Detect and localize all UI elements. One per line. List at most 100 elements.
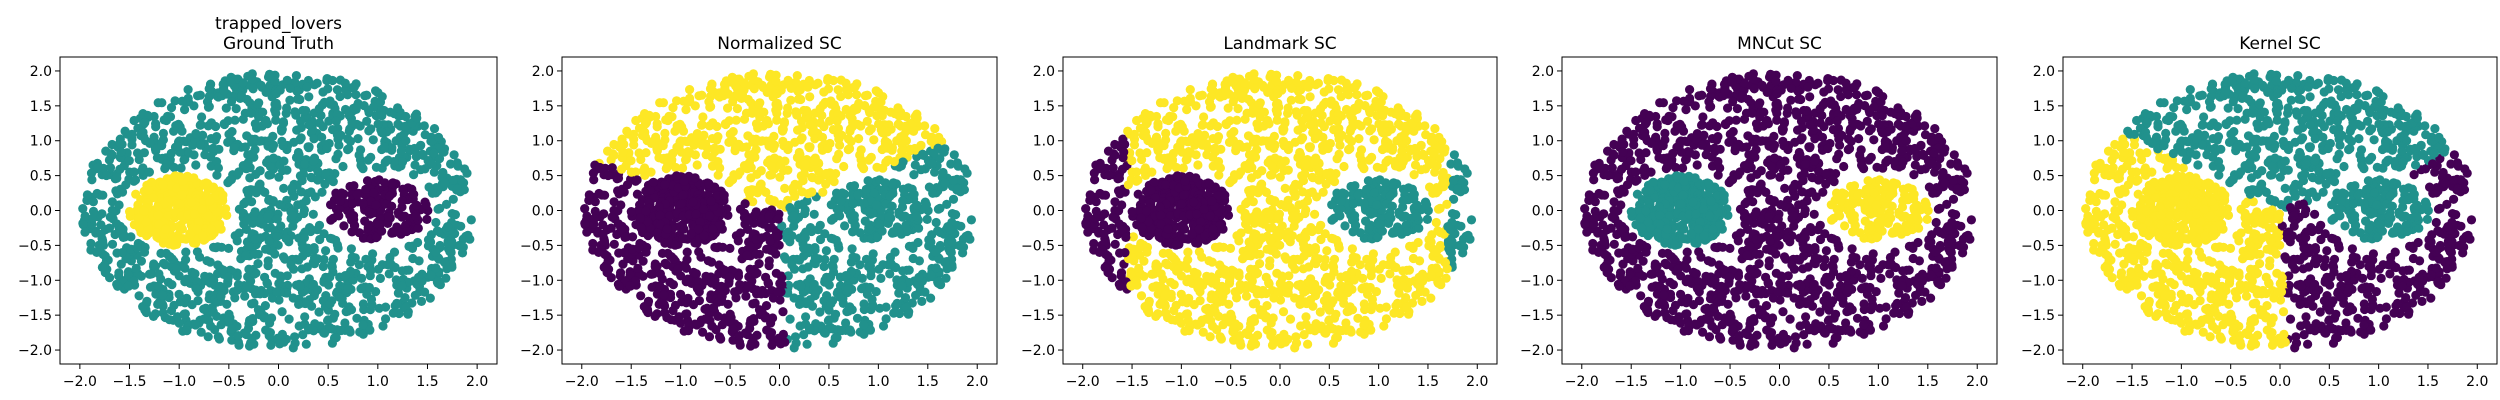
data-point [616, 225, 627, 235]
data-point [1099, 229, 1109, 239]
data-point [681, 105, 691, 115]
data-point [206, 152, 216, 162]
data-point [826, 299, 836, 309]
data-point [253, 259, 263, 269]
data-point [815, 234, 826, 245]
data-point [347, 118, 357, 128]
data-point [884, 212, 894, 222]
data-point [1277, 221, 1287, 231]
data-point [1429, 148, 1439, 158]
data-point [791, 107, 801, 117]
data-point [112, 173, 122, 183]
data-point [203, 211, 213, 221]
data-point [250, 249, 260, 259]
data-point [662, 224, 672, 234]
data-point [1215, 163, 1225, 173]
data-point [350, 221, 360, 231]
data-point [244, 264, 254, 274]
data-point [782, 233, 792, 244]
data-point [827, 175, 837, 185]
data-point [765, 194, 775, 204]
data-point [190, 269, 200, 279]
data-point [881, 314, 891, 324]
data-point [641, 206, 651, 216]
data-point [1305, 120, 1315, 130]
data-point [942, 199, 952, 209]
data-point [582, 211, 592, 221]
data-point [1184, 274, 1194, 284]
data-point [230, 293, 240, 303]
data-point [262, 278, 272, 288]
data-point [775, 172, 785, 182]
data-point [182, 293, 192, 303]
subplot-2: −2.0 −1.5 −1.0 −0.5 0.0 0.5 1.0 1.5 2.02.01.51.0… [520, 34, 998, 390]
data-point [632, 175, 642, 185]
data-point [631, 115, 641, 126]
data-point [288, 343, 298, 353]
data-point [588, 168, 599, 178]
data-point [931, 217, 941, 228]
data-point [823, 84, 834, 94]
data-point [300, 298, 310, 309]
data-point [104, 223, 115, 233]
data-point [705, 211, 715, 221]
data-point [843, 284, 854, 294]
data-point [699, 230, 709, 241]
data-point [636, 223, 646, 233]
data-point [123, 270, 133, 280]
data-point [652, 122, 662, 132]
data-point [793, 86, 803, 96]
data-point [1184, 293, 1194, 303]
data-point [733, 271, 744, 281]
data-point [643, 296, 654, 306]
data-point [114, 200, 124, 210]
data-point [898, 157, 908, 167]
data-point [1252, 119, 1262, 129]
data-point [1269, 246, 1279, 256]
data-point [759, 107, 769, 117]
data-point [195, 140, 206, 150]
data-point [617, 138, 627, 148]
data-point [241, 250, 251, 261]
data-point [388, 227, 398, 237]
data-point [118, 232, 128, 242]
data-point [613, 186, 623, 196]
data-point [1417, 296, 1427, 306]
data-point [715, 144, 725, 154]
data-point [1291, 107, 1301, 117]
data-point [1313, 78, 1323, 88]
data-point [749, 84, 759, 94]
data-point [438, 167, 448, 178]
data-point [892, 298, 902, 308]
data-point [1297, 187, 1308, 197]
data-point [435, 203, 445, 213]
data-point [1161, 128, 1171, 138]
data-point [924, 182, 935, 192]
data-point [634, 148, 644, 158]
data-point [647, 282, 657, 292]
data-point [254, 180, 264, 190]
data-point [396, 146, 406, 156]
data-point [282, 103, 292, 113]
data-point [724, 316, 734, 326]
data-point [751, 119, 762, 129]
data-point [761, 301, 772, 311]
data-point [1322, 246, 1332, 256]
data-point [846, 257, 857, 267]
data-point [453, 161, 463, 171]
data-point [1126, 270, 1136, 280]
data-point [1144, 296, 1154, 306]
data-point [665, 211, 675, 221]
data-point [606, 223, 616, 233]
data-point [153, 210, 163, 220]
data-point [821, 246, 832, 256]
data-point [701, 271, 711, 281]
data-point [859, 304, 869, 315]
data-point [1405, 241, 1415, 251]
data-point [688, 300, 699, 310]
data-point [165, 315, 175, 325]
data-point [880, 142, 890, 152]
data-point [166, 148, 176, 159]
data-point [719, 265, 730, 275]
data-point [80, 211, 90, 221]
